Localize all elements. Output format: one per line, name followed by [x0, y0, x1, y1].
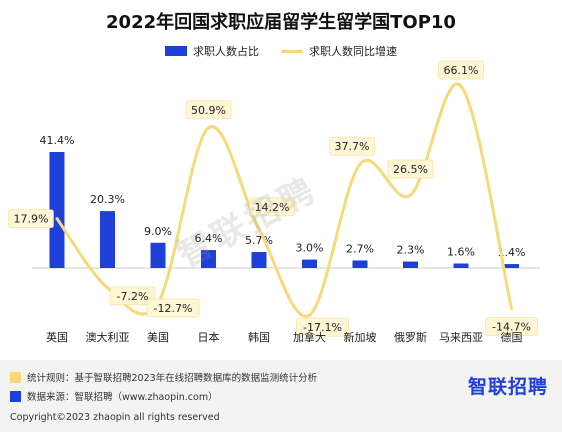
source-note-swatch [10, 390, 21, 402]
bar-7 [352, 260, 368, 268]
growth-label-box-3 [146, 298, 200, 318]
growth-label-box-8 [387, 159, 434, 179]
source-note: 数据来源：智联招聘（www.zhaopin.com） [10, 389, 218, 403]
growth-label-7: 37.7% [335, 140, 370, 153]
legend-swatch-line [281, 49, 303, 53]
growth-point-8 [409, 193, 412, 197]
growth-label-box-1 [8, 209, 54, 228]
growth-label-4: 50.9% [191, 104, 226, 117]
x-tick-label-9: 马来西亚 [439, 331, 483, 344]
growth-label-box-6 [296, 317, 349, 337]
copyright-text: Copyright©2023 zhaopin all rights reserv… [10, 412, 220, 423]
legend-item-line: 求职人数同比增速 [281, 43, 397, 59]
growth-label-10: -14.7% [492, 320, 531, 333]
bar-8 [403, 261, 418, 268]
growth-label-box-10 [485, 317, 538, 336]
growth-point-5 [257, 227, 261, 231]
chart-plot: 41.4% 20.3% 9.0% 6.4% 5.7% 3.0% 2.7% 2.3% 1.6% 1.… [8, 60, 540, 344]
brand-logo: 智联招聘 [467, 376, 548, 398]
bar-3 [150, 242, 166, 268]
bar-5 [251, 252, 267, 268]
bar-label-2: 20.3% [90, 193, 125, 206]
growth-label-8: 26.5% [393, 163, 428, 176]
growth-label-1: 17.9% [14, 213, 49, 226]
growth-label-9: 66.1% [444, 64, 479, 77]
bar-label-3: 9.0% [144, 225, 172, 238]
bar-label-1: 41.4% [40, 134, 75, 147]
x-tick-label-6: 加拿大 [293, 330, 326, 344]
growth-point-1 [55, 217, 59, 221]
bar-1 [49, 152, 65, 268]
chart-footer: 统计规则：基于智联招聘2023年在线招聘数据库的数据监测统计分析 数据来源：智联… [0, 360, 562, 432]
growth-label-box-4 [185, 100, 232, 120]
x-tick-label-8: 俄罗斯 [394, 331, 427, 344]
growth-point-7 [358, 162, 362, 166]
bar-label-7: 2.7% [346, 242, 374, 255]
bar-label-6: 3.0% [296, 242, 324, 255]
source-note-text: 数据来源：智联招聘（www.zhaopin.com） [27, 392, 218, 403]
growth-label-3: -12.7% [154, 302, 193, 315]
bar-label-9: 1.6% [447, 246, 475, 259]
bar-label-10: 1.4% [498, 246, 526, 259]
bar-9 [453, 263, 469, 268]
chart-title: 2022年回国求职应届留学生留学国TOP10 [106, 12, 456, 33]
bar-label-4: 6.4% [195, 232, 223, 245]
legend-swatch-bar [165, 46, 187, 56]
growth-label-box-7 [329, 136, 375, 156]
bar-4 [201, 250, 216, 268]
rule-note-text: 统计规则：基于智联招聘2023年在线招聘数据库的数据监测统计分析 [27, 373, 318, 384]
x-tick-label-5: 韩国 [248, 330, 270, 344]
x-tick-label-2: 澳大利亚 [86, 330, 130, 344]
bar-label-5: 5.7% [245, 234, 273, 247]
growth-point-2 [106, 286, 109, 290]
x-tick-label-10: 德国 [501, 330, 523, 344]
growth-label-box-9 [438, 60, 484, 80]
growth-label-box-5 [249, 197, 295, 217]
legend-label-line: 求职人数同比增速 [309, 45, 397, 58]
growth-label-5: 14.2% [255, 201, 290, 214]
bar-2 [100, 211, 115, 268]
legend-label-bar: 求职人数占比 [193, 45, 259, 58]
x-tick-label-4: 日本 [198, 330, 220, 344]
growth-label-box-2 [109, 286, 156, 306]
bar-10 [504, 264, 519, 268]
growth-point-10 [510, 306, 513, 310]
x-tick-label-1: 英国 [46, 330, 68, 344]
growth-label-2: -7.2% [117, 290, 149, 303]
bar-6 [302, 259, 317, 268]
chart-legend: 求职人数占比 求职人数同比增速 [165, 42, 419, 60]
growth-point-9 [459, 84, 463, 88]
growth-label-6: -17.1% [303, 321, 342, 334]
x-tick-label-7: 新加坡 [344, 330, 377, 344]
x-tick-label-3: 美国 [147, 331, 169, 344]
bar-label-8: 2.3% [397, 244, 425, 257]
rule-note: 统计规则：基于智联招聘2023年在线招聘数据库的数据监测统计分析 [10, 370, 317, 384]
legend-item-bar: 求职人数占比 [165, 43, 259, 59]
growth-point-4 [207, 126, 210, 130]
rule-note-swatch [10, 371, 21, 383]
growth-point-6 [308, 313, 311, 317]
